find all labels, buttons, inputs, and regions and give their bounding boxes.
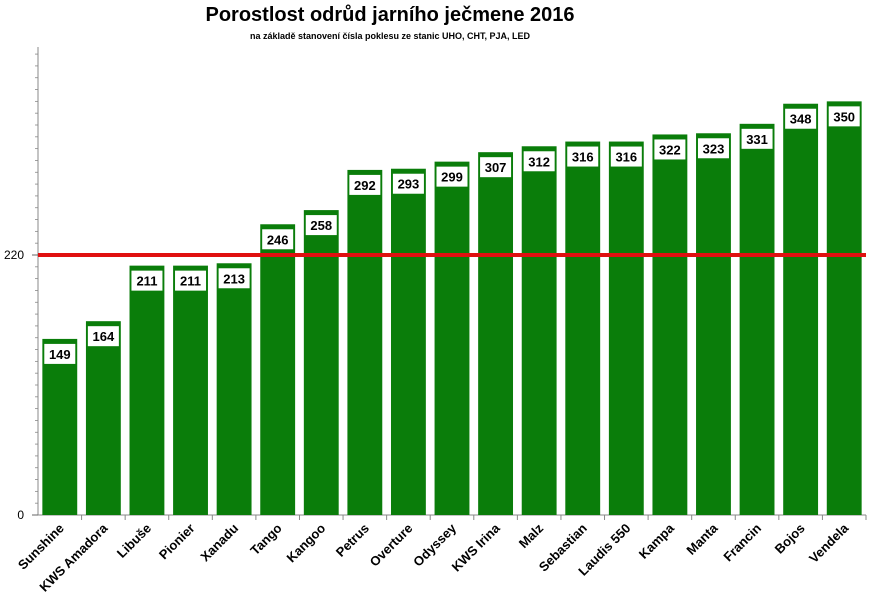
chart-subtitle: na základě stanovení čísla poklesu ze st… <box>249 31 531 41</box>
data-label-box <box>44 343 76 364</box>
bar <box>565 141 601 515</box>
bar <box>521 146 557 516</box>
bar <box>739 123 775 516</box>
data-label: 312 <box>528 154 550 169</box>
data-label-box <box>262 229 294 250</box>
x-tick-label: Kampa <box>636 520 678 562</box>
x-tick-label: Pionier <box>156 521 198 563</box>
x-tick-label: Tango <box>247 520 285 558</box>
x-tick-label: Libuše <box>114 521 154 561</box>
data-label: 322 <box>659 142 681 157</box>
bar <box>434 161 470 516</box>
data-label: 213 <box>223 271 245 286</box>
bar <box>783 103 819 516</box>
bar <box>696 133 731 516</box>
data-label: 323 <box>703 141 725 156</box>
data-label-box <box>305 215 337 236</box>
data-label-box <box>610 146 642 167</box>
data-label: 299 <box>441 170 463 185</box>
data-label-box <box>654 139 686 160</box>
data-label: 316 <box>615 150 637 165</box>
data-label-box <box>828 106 860 127</box>
data-label: 258 <box>310 218 332 233</box>
bar <box>260 224 296 516</box>
data-label: 348 <box>790 112 812 127</box>
data-label: 149 <box>49 347 71 362</box>
data-label: 211 <box>180 274 201 289</box>
bar <box>216 263 252 515</box>
data-label-box <box>785 108 817 129</box>
x-tick-label: Vendela <box>806 520 852 566</box>
data-label-box <box>392 173 424 194</box>
x-tick-label: Manta <box>683 520 721 558</box>
chart-title: Porostlost odrůd jarního ječmene 2016 <box>205 4 575 26</box>
data-label-box <box>436 166 468 187</box>
bar <box>608 141 644 515</box>
data-label-box <box>523 151 555 172</box>
data-label: 292 <box>354 178 376 193</box>
data-label-box <box>218 268 250 289</box>
data-label-box <box>741 128 773 149</box>
data-label: 316 <box>572 150 594 165</box>
x-tick-label: Overture <box>367 521 416 570</box>
bar <box>129 265 165 515</box>
bar <box>652 134 688 516</box>
bar <box>303 210 339 515</box>
y-tick-label: 220 <box>4 248 24 262</box>
x-tick-label: Bojos <box>772 521 808 557</box>
data-label-box <box>87 326 119 347</box>
data-label-box <box>175 270 207 291</box>
x-tick-label: Malz <box>516 520 547 551</box>
bar <box>173 265 208 515</box>
bar <box>390 168 426 515</box>
data-label-box <box>349 174 381 195</box>
x-tick-label: KWS Irina <box>449 520 504 575</box>
x-tick-label: Kangoo <box>284 520 329 565</box>
data-label: 350 <box>833 109 855 124</box>
data-label: 293 <box>398 177 420 192</box>
bar <box>826 101 862 515</box>
data-label: 246 <box>267 232 289 247</box>
bar <box>478 152 514 515</box>
data-label: 164 <box>93 329 115 344</box>
bar <box>85 321 121 515</box>
bar <box>42 338 78 515</box>
data-label-box <box>567 146 599 167</box>
y-tick-label: 0 <box>17 508 24 522</box>
data-label-box <box>480 157 512 178</box>
data-label: 211 <box>136 274 157 289</box>
x-tick-label: Petrus <box>333 521 372 560</box>
data-label-box <box>697 138 729 159</box>
data-label: 307 <box>485 160 507 175</box>
data-label: 331 <box>746 132 768 147</box>
x-tick-label: Xanadu <box>197 520 241 564</box>
x-tick-label: Francin <box>720 520 764 564</box>
bar <box>347 169 383 515</box>
data-label-box <box>131 270 163 291</box>
